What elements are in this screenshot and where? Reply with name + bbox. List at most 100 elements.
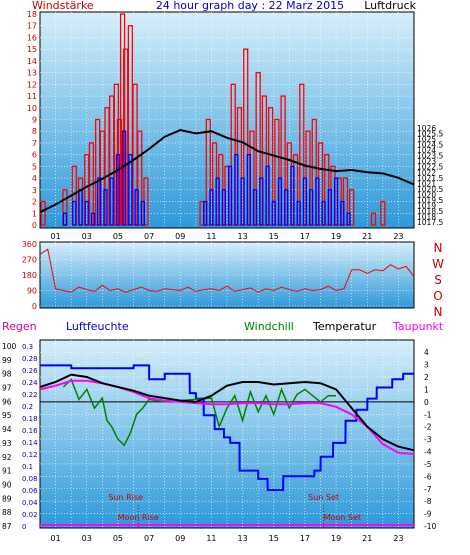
rain-tick-label: 0.16 <box>22 427 38 435</box>
moon-set-label: Moon Set <box>324 513 361 522</box>
humidity-tick-label: 95 <box>2 411 12 420</box>
wind-tick-label: 2 <box>32 198 37 207</box>
wind-bar <box>205 118 211 226</box>
humidity-tick-label: 88 <box>2 508 12 517</box>
gust-bar <box>284 189 289 226</box>
wind-tick-label: 4 <box>32 174 37 183</box>
gust-bar <box>203 200 208 226</box>
temperature-tick-label: -5 <box>424 460 432 469</box>
temperature-tick-label: -7 <box>424 485 432 494</box>
pressure-tick-label: 1020.5 <box>417 185 443 194</box>
humidity-tick-label: 98 <box>2 370 12 379</box>
humidity-tick-label: 90 <box>2 480 12 489</box>
wind-tick-label: 7 <box>32 139 37 148</box>
gust-bar <box>84 200 89 226</box>
temperature-tick-label: -10 <box>424 522 436 531</box>
temperature-grid <box>40 340 414 528</box>
humidity-tick-label: 99 <box>2 356 12 365</box>
rain-tick-label: 0.14 <box>22 439 38 447</box>
time-tick-label: 05 <box>113 534 123 543</box>
humidity-tick-label: 94 <box>2 425 12 434</box>
wind-tick-label: 13 <box>27 69 37 78</box>
temperature-legend: Temperatur <box>312 320 377 333</box>
temperature-tick-label: -6 <box>424 472 432 481</box>
humidity-axis-title: Luftfeuchte <box>66 320 129 333</box>
rain-axis-ticks: 0.3 0.28 0.26 0.24 0.22 0.2 0.18 0.16 0.14 0.12 0.… <box>22 343 38 531</box>
temperature-tick-label: -2 <box>424 423 432 432</box>
gust-bar <box>109 177 114 226</box>
wind-tick-label: 14 <box>27 57 37 66</box>
pressure-tick-label: 1021 <box>417 179 436 188</box>
direction-tick-label: 90 <box>27 287 37 296</box>
temperature-tick-label: -8 <box>424 497 432 506</box>
gust-bar <box>252 189 258 226</box>
pressure-tick-label: 1023 <box>417 157 436 166</box>
direction-tick-label: 180 <box>22 271 37 280</box>
pressure-tick-label: 1022 <box>417 168 436 177</box>
pressure-tick-label: 1018.5 <box>417 207 443 216</box>
pressure-tick-label: 1026 <box>417 124 436 133</box>
chart-title: 24 hour graph day : 22 Marz 2015 <box>156 0 344 12</box>
rain-tick-label: 0.2 <box>22 403 33 411</box>
direction-tick-label: 0 <box>32 302 37 311</box>
wind-bar <box>299 83 305 226</box>
gust-bar <box>90 212 96 226</box>
wind-bar <box>311 118 317 226</box>
temperature-time-axis-ticks: 01 03 05 07 09 11 13 15 17 19 21 23 <box>50 534 403 543</box>
rain-tick-label: 0.18 <box>22 415 38 423</box>
gust-bar <box>333 177 339 226</box>
temperature-tick-label: 4 <box>424 348 429 357</box>
gust-bar <box>115 154 121 226</box>
time-tick-label: 17 <box>300 232 310 241</box>
sun-rise-label: Sun Rise <box>108 493 143 502</box>
gust-bar <box>321 200 326 226</box>
rain-tick-label: 0 <box>22 523 26 531</box>
pressure-tick-label: 1018 <box>417 213 436 222</box>
wind-bar <box>274 118 280 226</box>
gust-bar <box>240 177 245 226</box>
wind-bar <box>137 130 143 226</box>
time-tick-label: 05 <box>113 232 123 241</box>
compass-label: N <box>434 241 443 255</box>
time-tick-label: 03 <box>82 232 92 241</box>
wind-tick-label: 12 <box>27 80 37 89</box>
rain-tick-label: 0.02 <box>22 511 38 519</box>
gust-bar <box>327 189 333 226</box>
time-tick-label: 15 <box>269 232 279 241</box>
time-tick-label: 13 <box>237 534 247 543</box>
wind-bar <box>280 95 286 226</box>
time-tick-label: 01 <box>50 534 60 543</box>
temperature-tick-label: 1 <box>424 385 429 394</box>
rain-tick-label: 0.26 <box>22 367 38 375</box>
time-tick-label: 11 <box>206 232 216 241</box>
gust-bar <box>227 165 233 226</box>
time-tick-label: 23 <box>393 534 403 543</box>
gust-bar <box>234 154 239 226</box>
pressure-line <box>39 129 415 214</box>
wind-bar <box>243 48 249 226</box>
compass-label: S <box>434 273 442 287</box>
time-tick-label: 11 <box>206 534 216 543</box>
gust-bar <box>97 177 102 226</box>
humidity-tick-label: 100 <box>2 342 17 351</box>
compass-label: W <box>432 257 444 271</box>
pressure-tick-label: 1025.5 <box>417 129 443 138</box>
time-tick-label: 03 <box>82 534 92 543</box>
gust-bar <box>290 165 295 226</box>
pressure-tick-label: 1021.5 <box>417 174 443 183</box>
rain-axis-title: Regen <box>2 320 37 333</box>
gust-bar <box>128 154 133 226</box>
temperature-tick-label: 2 <box>424 373 429 382</box>
wind-tick-label: 15 <box>27 45 37 54</box>
temperature-tick-label: 0 <box>424 398 429 407</box>
moon-rise-label: Moon Rise <box>118 513 159 522</box>
wind-tick-label: 16 <box>27 33 37 42</box>
time-tick-label: 21 <box>362 232 372 241</box>
gust-bar <box>215 177 220 226</box>
humidity-line <box>40 364 414 491</box>
rain-tick-label: 0.1 <box>22 463 33 471</box>
wind-tick-label: 0 <box>32 221 37 230</box>
gust-bar <box>277 177 283 226</box>
temperature-tick-label: -9 <box>424 510 432 519</box>
